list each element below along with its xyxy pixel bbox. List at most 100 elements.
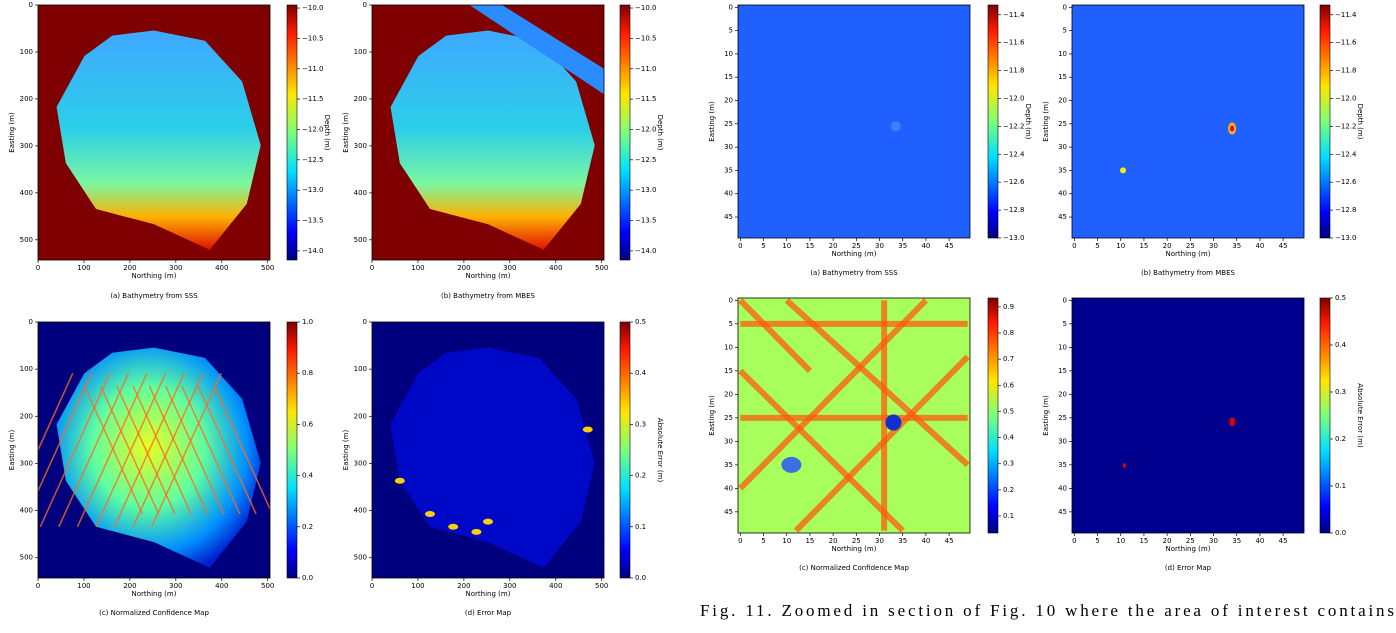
x-axis-label: Northing (m) (132, 272, 177, 280)
heatmap-image (372, 322, 604, 578)
y-tick-label: 400 (354, 507, 367, 515)
colorbar-tick-label: 1.0 (302, 318, 313, 326)
colorbar-tick-label: −11.0 (302, 65, 323, 73)
x-axis-label: Northing (m) (132, 590, 177, 598)
colorbar (987, 4, 999, 239)
colorbar (286, 4, 298, 261)
x-tick-label: 500 (261, 582, 274, 590)
background (738, 5, 970, 238)
colorbar-label: Depth (m) (1024, 104, 1032, 140)
heatmap-image (38, 322, 270, 578)
x-tick-label: 30 (1209, 537, 1218, 545)
axes-frame (1071, 297, 1305, 534)
colorbar (619, 321, 631, 579)
colorbar-tick-label: −11.4 (1335, 11, 1357, 19)
x-tick-label: 25 (1186, 537, 1195, 545)
panel-caption: (d) Error Map (1165, 564, 1212, 572)
colorbar-tick-label: −12.4 (1003, 150, 1025, 158)
x-tick-label: 200 (123, 582, 136, 590)
colorbar-tick-label: 0.2 (1335, 435, 1346, 443)
x-tick-label: 15 (1139, 537, 1148, 545)
x-axis-label: Northing (m) (466, 272, 511, 280)
y-tick-label: 500 (354, 554, 367, 562)
colorbar-label: Absolute Error (m) (656, 418, 664, 483)
x-tick-label: 300 (169, 582, 182, 590)
x-tick-label: 25 (852, 537, 861, 545)
y-tick-label: 0 (363, 318, 367, 326)
axes-frame (737, 297, 971, 534)
y-tick-label: 35 (724, 166, 733, 174)
y-tick-label: 15 (724, 73, 733, 81)
y-tick-label: 40 (724, 190, 733, 198)
x-tick-label: 45 (945, 242, 954, 250)
y-tick-label: 25 (724, 414, 733, 422)
figure-caption: Fig. 11. Zoomed in section of Fig. 10 wh… (700, 601, 1394, 620)
y-tick-label: 500 (354, 236, 367, 244)
background (1072, 298, 1304, 533)
colorbar (619, 4, 631, 261)
error-spot (448, 523, 459, 530)
track (38, 372, 93, 493)
colorbar (987, 297, 999, 534)
y-tick-label: 300 (20, 142, 33, 150)
y-tick-label: 100 (354, 48, 367, 56)
x-tick-label: 10 (782, 242, 791, 250)
x-tick-label: 45 (1279, 537, 1288, 545)
colorbar-tick-label: 0.7 (1003, 355, 1014, 363)
track (197, 385, 257, 515)
heatmap-image (38, 5, 270, 260)
y-tick-label: 100 (20, 48, 33, 56)
y-axis-label: Easting (m) (8, 430, 16, 471)
y-tick-label: 25 (724, 120, 733, 128)
y-tick-label: 15 (724, 367, 733, 375)
x-tick-label: 10 (782, 537, 791, 545)
colorbar-tick-label: −14.0 (302, 247, 323, 255)
x-tick-label: 400 (215, 264, 228, 272)
x-tick-label: 400 (549, 582, 562, 590)
colorbar-tick-label: −12.0 (1335, 94, 1356, 102)
colorbar-tick-label: 0.2 (302, 523, 313, 531)
panel-caption: (b) Bathymetry from MBES (441, 292, 535, 300)
colorbar-tick-label: −10.0 (302, 4, 323, 12)
x-tick-label: 15 (805, 242, 814, 250)
x-tick-label: 25 (1186, 242, 1195, 250)
y-tick-label: 40 (1058, 484, 1067, 492)
colorbar-tick-label: −11.5 (635, 95, 656, 103)
y-tick-label: 30 (1058, 143, 1067, 151)
axes-frame (371, 321, 605, 579)
colorbar-tick-label: −12.5 (635, 156, 656, 164)
y-tick-label: 30 (724, 143, 733, 151)
x-tick-label: 300 (503, 582, 516, 590)
x-tick-label: 30 (875, 537, 884, 545)
colorbar-tick-label: 0.4 (635, 369, 647, 377)
feature (890, 121, 901, 132)
x-tick-label: 5 (1095, 242, 1099, 250)
y-tick-label: 0 (1063, 3, 1067, 11)
x-tick-label: 35 (898, 537, 907, 545)
x-tick-label: 40 (1255, 242, 1264, 250)
y-tick-label: 200 (354, 95, 367, 103)
colorbar-label: Depth (m) (656, 115, 664, 151)
y-tick-label: 10 (724, 50, 733, 58)
x-tick-label: 20 (829, 242, 838, 250)
heatmap-image (1072, 298, 1304, 533)
y-tick-label: 400 (20, 507, 33, 515)
x-tick-label: 0 (1072, 242, 1076, 250)
colorbar-tick-label: 0.6 (1003, 381, 1015, 389)
survey-area (390, 30, 595, 250)
x-tick-label: 0 (36, 582, 40, 590)
colorbar-tick-label: −12.8 (1003, 206, 1024, 214)
x-tick-label: 10 (1116, 537, 1125, 545)
track (784, 298, 970, 468)
colorbar-tick-label: −10.5 (302, 34, 323, 42)
y-tick-label: 200 (20, 95, 33, 103)
track (150, 372, 222, 528)
colorbar-tick-label: −12.0 (635, 125, 656, 133)
y-tick-label: 0 (29, 1, 33, 9)
colorbar-tick-label: −10.5 (635, 34, 656, 42)
colorbar-tick-label: 0.3 (1003, 460, 1014, 468)
x-tick-label: 45 (945, 537, 954, 545)
x-tick-label: 0 (36, 264, 40, 272)
y-tick-label: 0 (729, 3, 733, 11)
colorbar-tick-label: −11.6 (1003, 39, 1025, 47)
